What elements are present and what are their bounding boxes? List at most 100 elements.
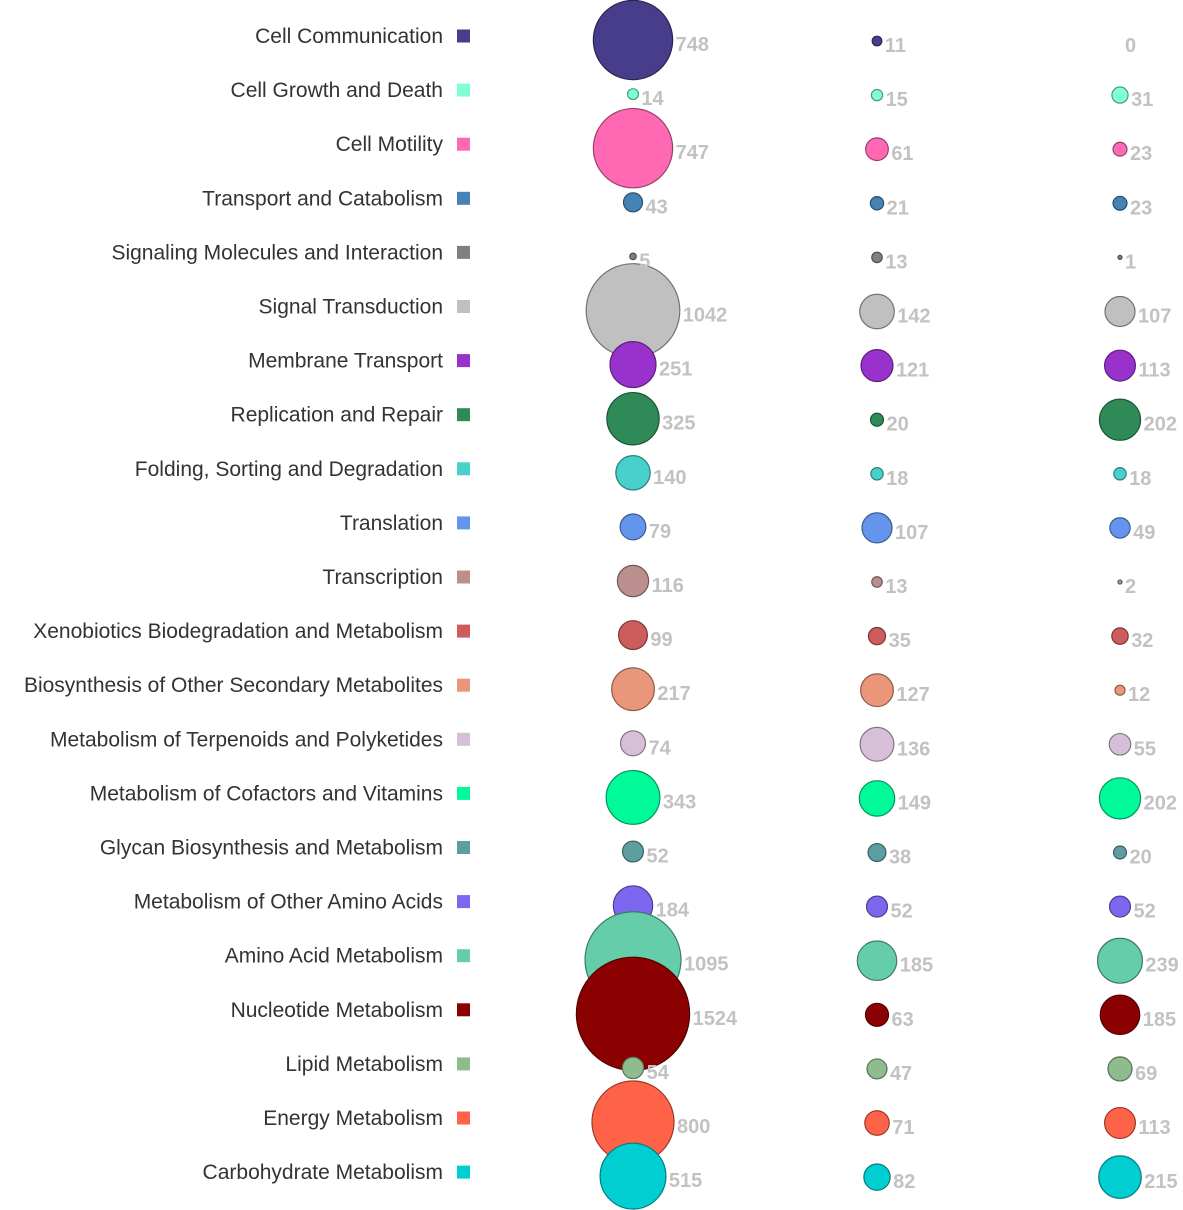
data-label: 18 xyxy=(1129,468,1151,490)
bubble-point xyxy=(866,1058,888,1080)
bubble-point xyxy=(870,88,884,102)
category-label: Nucleotide Metabolism xyxy=(231,999,443,1022)
bubble-point xyxy=(867,842,887,863)
data-label: 185 xyxy=(1143,1009,1176,1031)
data-label: 116 xyxy=(652,575,684,597)
bubble-point xyxy=(869,412,885,427)
legend-swatch xyxy=(457,678,470,692)
data-label: 23 xyxy=(1130,143,1152,165)
legend-swatch xyxy=(457,570,470,584)
data-label: 99 xyxy=(650,629,672,651)
bubble-point xyxy=(1107,1056,1133,1082)
bubble-point xyxy=(864,1110,890,1136)
bubble-point xyxy=(865,895,889,918)
legend-swatch xyxy=(457,191,470,205)
data-label: 343 xyxy=(663,791,696,813)
bubble-point xyxy=(1111,86,1129,104)
bubble-point xyxy=(1112,845,1128,860)
data-label: 11 xyxy=(885,35,906,57)
legend-swatch xyxy=(457,1111,470,1125)
data-label: 14 xyxy=(641,88,664,110)
value-labels: 748 14 747 43 5 1042 251 325 140 79 116 99 217 74 343 5… xyxy=(639,34,1179,1193)
data-label: 71 xyxy=(892,1117,914,1139)
bubble-point xyxy=(616,564,650,598)
bubble-point xyxy=(1113,467,1127,481)
category-label: Replication and Repair xyxy=(231,404,443,427)
bubble-point xyxy=(1099,994,1141,1036)
data-label: 1042 xyxy=(683,305,728,327)
legend-swatch xyxy=(457,1057,470,1071)
data-label: 215 xyxy=(1144,1171,1177,1193)
legend-swatch xyxy=(457,245,470,259)
legend-swatch xyxy=(457,1165,470,1179)
bubble-point xyxy=(1096,937,1144,984)
data-label: 142 xyxy=(897,306,930,328)
data-label: 748 xyxy=(676,34,709,56)
data-label: 515 xyxy=(669,1170,702,1192)
legend-swatch xyxy=(457,1003,470,1017)
category-label: Translation xyxy=(340,512,443,535)
data-label: 800 xyxy=(677,1116,710,1138)
bubble-point xyxy=(859,726,895,762)
bubble-point xyxy=(861,512,893,544)
legend-swatch xyxy=(457,408,470,422)
data-label: 1524 xyxy=(693,1008,738,1030)
data-label: 107 xyxy=(1138,306,1171,328)
category-label: Xenobiotics Biodegradation and Metabolis… xyxy=(33,620,443,643)
bubble-point xyxy=(592,107,674,189)
data-label: 202 xyxy=(1144,792,1177,814)
bubble-point xyxy=(606,391,660,446)
data-label: 20 xyxy=(1129,847,1151,869)
category-label: Metabolism of Cofactors and Vitamins xyxy=(90,782,443,805)
bubble-point xyxy=(860,349,894,383)
data-label: 52 xyxy=(890,901,912,923)
bubble-point xyxy=(1117,579,1123,585)
bubble-point xyxy=(621,840,645,863)
bubble-point xyxy=(626,88,640,101)
data-label: 217 xyxy=(657,683,690,705)
data-label: 15 xyxy=(886,89,908,111)
bubble-point xyxy=(629,252,637,261)
data-label: 18 xyxy=(886,468,908,490)
category-label: Transcription xyxy=(322,566,443,589)
legend-swatch xyxy=(457,83,470,97)
bubble-point xyxy=(1104,295,1136,328)
data-label: 31 xyxy=(1131,89,1153,111)
data-label: 49 xyxy=(1133,522,1155,544)
bubble-point xyxy=(1109,517,1131,539)
bubble-point xyxy=(869,196,885,211)
data-label: 5 xyxy=(639,250,650,272)
category-label: Signaling Molecules and Interaction xyxy=(111,241,443,264)
category-label: Folding, Sorting and Degradation xyxy=(135,458,443,481)
category-label: Cell Growth and Death xyxy=(231,79,443,102)
data-label: 55 xyxy=(1134,738,1156,760)
category-label: Metabolism of Other Amino Acids xyxy=(134,891,443,914)
data-label: 23 xyxy=(1130,197,1152,219)
category-label: Cell Motility xyxy=(336,133,444,156)
data-label: 121 xyxy=(896,360,929,382)
data-label: 127 xyxy=(896,684,929,706)
bubble-point xyxy=(575,956,691,1072)
category-label: Carbohydrate Metabolism xyxy=(203,1161,443,1184)
data-label: 2 xyxy=(1125,576,1136,598)
data-label: 13 xyxy=(885,251,907,273)
bubble-point xyxy=(621,1056,645,1080)
bubble-point xyxy=(1111,627,1129,645)
bubble-point xyxy=(867,626,887,646)
data-label: 74 xyxy=(648,737,671,759)
category-label: Lipid Metabolism xyxy=(285,1053,443,1076)
data-label: 35 xyxy=(889,630,911,652)
data-label: 184 xyxy=(656,900,690,922)
data-label: 140 xyxy=(653,467,686,489)
legend-swatch xyxy=(457,949,470,963)
category-label: Membrane Transport xyxy=(248,350,443,373)
bubble-point xyxy=(1108,895,1132,918)
data-label: 149 xyxy=(898,792,931,814)
data-label: 82 xyxy=(893,1171,915,1193)
legend-swatch xyxy=(457,137,470,151)
data-label: 185 xyxy=(900,955,933,977)
bubble-point xyxy=(859,293,895,330)
data-label: 38 xyxy=(889,847,911,869)
bubble-point xyxy=(863,1163,891,1191)
bubble-point xyxy=(864,1002,890,1027)
